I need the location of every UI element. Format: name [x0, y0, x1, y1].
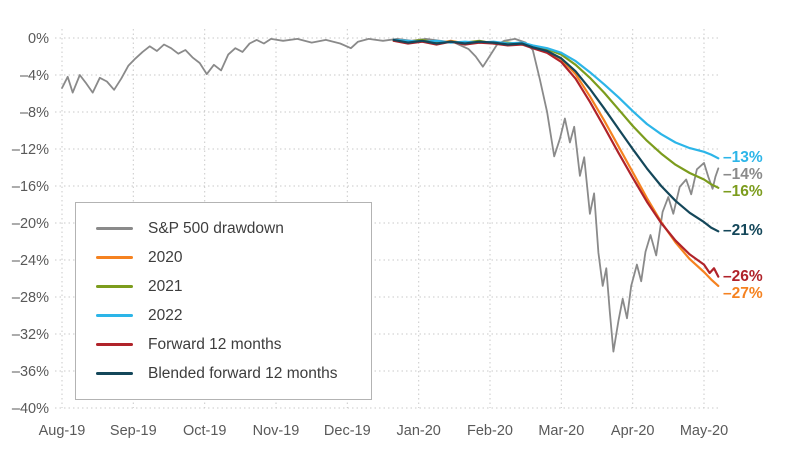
- legend-swatch: [96, 342, 133, 347]
- x-tick-label: Sep-19: [110, 423, 157, 439]
- x-tick-label: Dec-19: [324, 423, 371, 439]
- x-tick-label: May-20: [680, 423, 728, 439]
- series-line-1: [392, 38, 720, 287]
- x-tick-label: Nov-19: [253, 423, 300, 439]
- series-line-2: [392, 38, 720, 189]
- series-end-label: –27%: [723, 285, 763, 302]
- series-line-0: [61, 38, 720, 353]
- y-tick-label: 0%: [28, 31, 49, 47]
- legend-label: Forward 12 months: [148, 335, 282, 353]
- y-tick-label: –4%: [20, 68, 49, 84]
- x-tick-label: Apr-20: [611, 423, 655, 439]
- legend-label: 2020: [148, 248, 183, 266]
- legend-swatch: [96, 226, 133, 231]
- y-tick-label: –28%: [12, 290, 49, 306]
- series-end-label: –21%: [723, 222, 763, 239]
- x-tick-label: Feb-20: [467, 423, 513, 439]
- x-tick-label: Mar-20: [538, 423, 584, 439]
- y-tick-label: –24%: [12, 253, 49, 269]
- series-line-5: [392, 38, 720, 233]
- x-tick-label: Oct-19: [183, 423, 227, 439]
- y-tick-label: –16%: [12, 179, 49, 195]
- y-tick-label: –40%: [12, 401, 49, 417]
- series-end-label: –14%: [723, 166, 763, 183]
- series-line-4: [392, 39, 720, 278]
- y-tick-label: –20%: [12, 216, 49, 232]
- y-tick-label: –8%: [20, 105, 49, 121]
- legend-item: S&P 500 drawdown: [76, 214, 371, 243]
- legend-swatch: [96, 371, 133, 376]
- legend-label: 2021: [148, 277, 183, 295]
- legend: S&P 500 drawdown 2020 2021 2022 Forward 12 m…: [75, 202, 372, 400]
- series-end-label: –13%: [723, 149, 763, 166]
- x-tick-label: Jan-20: [397, 423, 441, 439]
- y-tick-label: –12%: [12, 142, 49, 158]
- legend-swatch: [96, 313, 133, 318]
- legend-label: Blended forward 12 months: [148, 364, 338, 382]
- legend-item: Blended forward 12 months: [76, 359, 371, 388]
- legend-label: 2022: [148, 306, 183, 324]
- legend-item: 2021: [76, 272, 371, 301]
- legend-label: S&P 500 drawdown: [148, 219, 284, 237]
- legend-swatch: [96, 284, 133, 289]
- series-end-label: –26%: [723, 268, 763, 285]
- y-tick-label: –36%: [12, 364, 49, 380]
- legend-item: 2020: [76, 243, 371, 272]
- y-tick-label: –32%: [12, 327, 49, 343]
- series-end-label: –16%: [723, 183, 763, 200]
- legend-item: Forward 12 months: [76, 330, 371, 359]
- x-tick-label: Aug-19: [39, 423, 86, 439]
- legend-swatch: [96, 255, 133, 260]
- legend-item: 2022: [76, 301, 371, 330]
